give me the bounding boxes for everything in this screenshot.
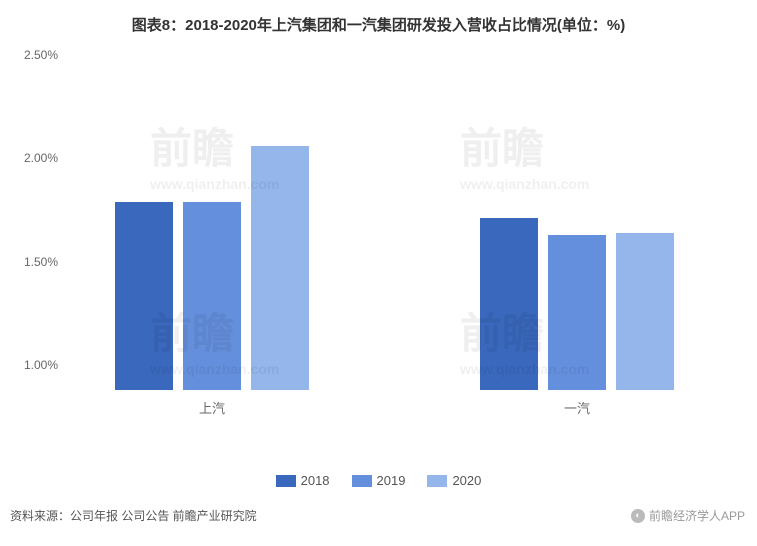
credit-icon: ◐ [631, 509, 645, 523]
y-tick: 2.00% [10, 151, 58, 165]
bar-group-saic [115, 146, 309, 390]
y-tick: 1.00% [10, 358, 58, 372]
legend-item-2018: 2018 [276, 473, 330, 488]
bar-2018 [115, 202, 173, 390]
bar-2020 [616, 233, 674, 390]
bar-group-faw [480, 218, 674, 390]
y-tick: 1.50% [10, 255, 58, 269]
legend-label: 2019 [377, 473, 406, 488]
y-tick: 2.50% [10, 48, 58, 62]
legend-label: 2018 [301, 473, 330, 488]
legend-swatch [276, 475, 296, 487]
chart-title: 图表8：2018-2020年上汽集团和一汽集团研发投入营收占比情况(单位：%) [0, 0, 757, 35]
bar-2020 [251, 146, 309, 390]
credit-label: 前瞻经济学人APP [649, 507, 745, 524]
legend-label: 2020 [452, 473, 481, 488]
bar-2019 [548, 235, 606, 390]
source-text: 资料来源：公司年报 公司公告 前瞻产业研究院 [10, 507, 257, 524]
credit: ◐ 前瞻经济学人APP [631, 507, 745, 524]
y-axis: 2.50% 2.00% 1.50% 1.00% [10, 55, 58, 425]
legend-item-2020: 2020 [427, 473, 481, 488]
x-label-saic: 上汽 [112, 398, 312, 417]
bar-2018 [480, 218, 538, 390]
legend-swatch [352, 475, 372, 487]
x-label-faw: 一汽 [477, 398, 677, 417]
plot: 上汽 一汽 [60, 55, 740, 425]
legend-swatch [427, 475, 447, 487]
legend: 2018 2019 2020 [0, 473, 757, 488]
chart-plot-area: 2.50% 2.00% 1.50% 1.00% 上汽 一汽 [60, 55, 740, 425]
legend-item-2019: 2019 [352, 473, 406, 488]
bar-2019 [183, 202, 241, 390]
